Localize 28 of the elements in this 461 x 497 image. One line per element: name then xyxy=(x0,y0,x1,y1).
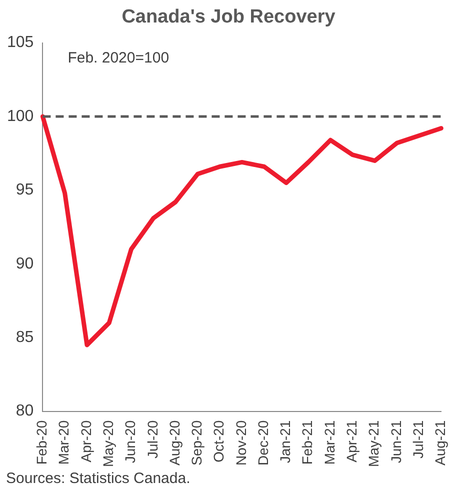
x-tick-label: Jan-21 xyxy=(277,420,294,464)
x-tick-label: Feb-21 xyxy=(299,420,316,465)
x-tick-label: Jul-21 xyxy=(410,420,426,458)
x-tick-label: Mar-20 xyxy=(56,420,72,465)
x-tick-label: Oct-20 xyxy=(210,420,227,462)
x-tick-label: Jun-21 xyxy=(388,420,404,464)
annotation: Feb. 2020=100 xyxy=(68,49,170,66)
x-tick-label: Jul-20 xyxy=(144,420,160,458)
x-tick-label: Dec-20 xyxy=(254,420,271,466)
y-tick-label: 85 xyxy=(16,329,34,346)
x-tick-label: Nov-20 xyxy=(232,420,249,466)
x-tick-label: Apr-21 xyxy=(344,420,360,462)
x-tick-label: Mar-21 xyxy=(321,420,338,465)
x-tick-label: May-21 xyxy=(366,420,382,468)
chart-title: Canada's Job Recovery xyxy=(122,6,336,28)
y-tick-label: 105 xyxy=(6,34,34,52)
x-tick-label: May-20 xyxy=(100,420,116,468)
x-tick-label: Jun-20 xyxy=(122,420,138,464)
y-tick-label: 90 xyxy=(16,255,34,272)
x-tick-label: Apr-20 xyxy=(78,420,94,462)
x-tick-label: Aug-21 xyxy=(432,420,448,466)
x-tick-label: Sep-20 xyxy=(188,420,205,466)
y-tick-label: 95 xyxy=(16,182,34,199)
y-tick-label: 100 xyxy=(6,108,34,125)
x-tick-label: Feb-20 xyxy=(34,420,50,465)
source-note: Sources: Statistics Canada. xyxy=(5,470,192,487)
x-tick-label: Aug-20 xyxy=(166,420,182,466)
y-tick-label: 80 xyxy=(16,402,34,420)
